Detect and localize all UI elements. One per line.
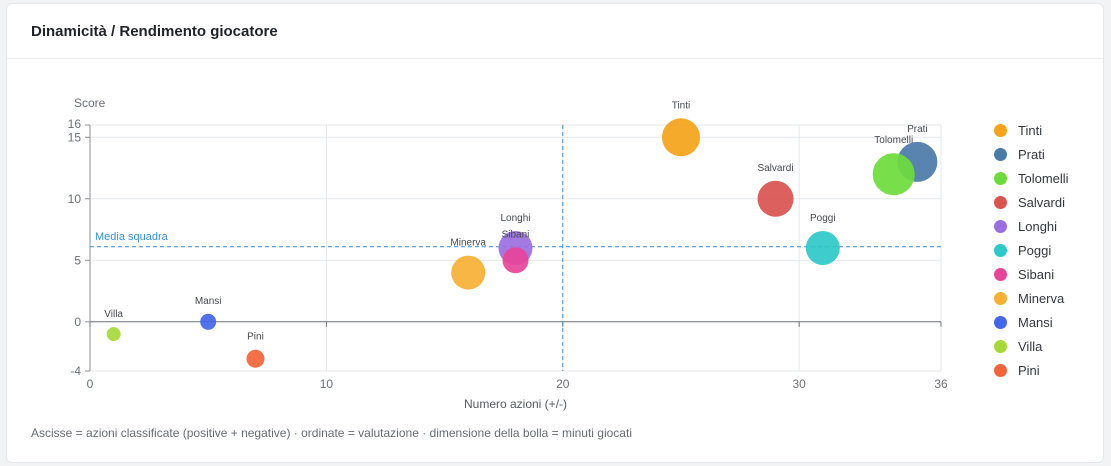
- bubble-label: Prati: [907, 124, 928, 135]
- legend-label: Tolomelli: [1018, 170, 1069, 186]
- legend-swatch: [994, 171, 1007, 185]
- bubble-pini: [246, 349, 265, 368]
- legend-swatch: [994, 291, 1007, 305]
- bubble-tolomelli: [872, 153, 915, 196]
- x-tick-label: 10: [320, 377, 334, 391]
- bubble-minerva: [451, 255, 486, 290]
- legend-item-tolomelli[interactable]: Tolomelli: [994, 166, 1069, 190]
- y-tick-label: 15: [68, 130, 82, 144]
- legend-item-pini[interactable]: Pini: [994, 358, 1069, 382]
- legend-swatch: [994, 339, 1007, 353]
- bubble-mansi: [200, 313, 217, 330]
- legend-item-tinti[interactable]: Tinti: [994, 118, 1069, 142]
- legend-label: Minerva: [1018, 290, 1065, 306]
- bubble-poggi: [805, 231, 840, 265]
- bubble-villa: [106, 327, 121, 342]
- legend-label: Salvardi: [1018, 194, 1065, 210]
- chart-caption: Ascisse = azioni classificate (positive …: [31, 426, 632, 440]
- legend-item-villa[interactable]: Villa: [994, 334, 1069, 358]
- legend-item-poggi[interactable]: Poggi: [994, 238, 1069, 262]
- legend-item-minerva[interactable]: Minerva: [994, 286, 1069, 310]
- bubble-label: Poggi: [810, 213, 836, 224]
- legend-label: Villa: [1018, 338, 1043, 354]
- y-tick-label: -4: [70, 364, 81, 378]
- legend-swatch: [994, 147, 1007, 161]
- x-tick-label: 30: [792, 377, 806, 391]
- legend-swatch: [994, 195, 1007, 209]
- chart-legend: Tinti Prati Tolomelli Salvardi Longhi Poggi Si…: [994, 118, 1069, 382]
- card-header: Dinamicità / Rendimento giocatore: [7, 4, 1103, 59]
- legend-swatch: [994, 267, 1007, 281]
- y-tick-label: 16: [68, 117, 82, 131]
- bubble-label: Tolomelli: [874, 135, 913, 146]
- y-axis-title: Score: [74, 96, 106, 110]
- bubble-label: Longhi: [500, 213, 530, 224]
- legend-swatch: [994, 363, 1007, 377]
- legend-label: Longhi: [1018, 218, 1058, 234]
- legend-item-salvardi[interactable]: Salvardi: [994, 190, 1069, 214]
- legend-item-sibani[interactable]: Sibani: [994, 262, 1069, 286]
- bubble-label: Mansi: [195, 296, 222, 307]
- legend-swatch: [994, 315, 1007, 329]
- legend-swatch: [994, 219, 1007, 233]
- x-axis-title: Numero azioni (+/-): [464, 397, 567, 411]
- legend-label: Mansi: [1018, 314, 1053, 330]
- legend-item-mansi[interactable]: Mansi: [994, 310, 1069, 334]
- bubble-label: Tinti: [672, 100, 691, 111]
- legend-item-longhi[interactable]: Longhi: [994, 214, 1069, 238]
- bubble-label: Salvardi: [757, 163, 793, 174]
- legend-item-prati[interactable]: Prati: [994, 142, 1069, 166]
- bubble-label: Minerva: [450, 238, 486, 249]
- y-tick-label: 0: [74, 315, 81, 329]
- legend-label: Tinti: [1018, 122, 1043, 138]
- legend-swatch: [994, 243, 1007, 257]
- bubble-sibani: [502, 247, 529, 274]
- x-tick-label: 20: [556, 377, 570, 391]
- card-title: Dinamicità / Rendimento giocatore: [31, 22, 278, 40]
- legend-label: Pini: [1018, 362, 1040, 378]
- legend-swatch: [994, 123, 1007, 137]
- legend-label: Sibani: [1018, 266, 1055, 282]
- bubble-salvardi: [757, 180, 794, 217]
- bubble-label: Villa: [104, 309, 123, 320]
- legend-label: Prati: [1018, 146, 1045, 162]
- team-average-label: Media squadra: [95, 231, 169, 243]
- x-tick-label: 0: [87, 377, 94, 391]
- y-tick-label: 5: [74, 253, 81, 267]
- bubble-label: Sibani: [502, 229, 530, 240]
- bubble-label: Pini: [247, 332, 264, 343]
- y-tick-label: 10: [68, 192, 82, 206]
- legend-label: Poggi: [1018, 242, 1052, 258]
- chart-card: Dinamicità / Rendimento giocatore Asciss…: [6, 3, 1104, 463]
- bubble-tinti: [661, 118, 700, 157]
- x-tick-label: 36: [934, 377, 948, 391]
